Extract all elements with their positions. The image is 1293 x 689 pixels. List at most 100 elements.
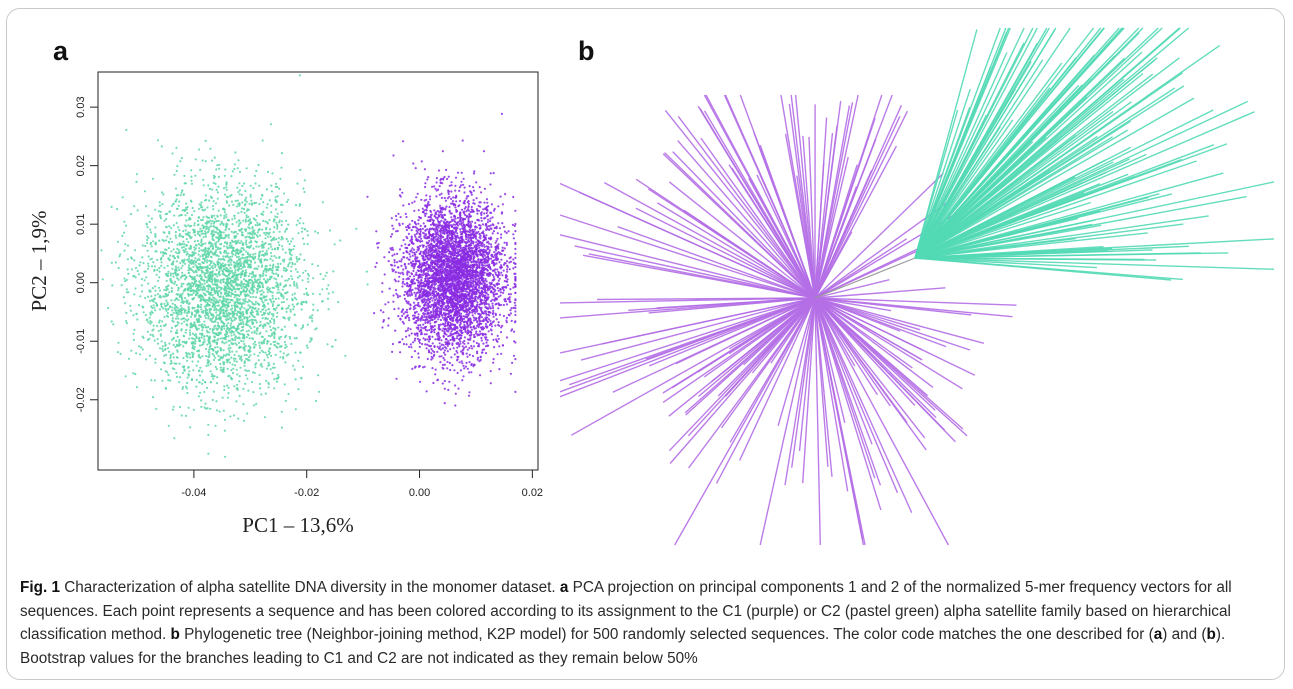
scatter-point-c2 xyxy=(202,178,205,181)
scatter-point-c2 xyxy=(210,222,213,225)
scatter-point-c2 xyxy=(237,239,240,242)
scatter-point-c2 xyxy=(234,364,237,367)
scatter-point-c2 xyxy=(147,214,150,217)
scatter-point-c2 xyxy=(306,323,309,326)
scatter-point-c2 xyxy=(188,267,191,270)
scatter-point-c2 xyxy=(258,344,261,347)
scatter-point-c2 xyxy=(154,289,157,292)
scatter-point-c2 xyxy=(262,219,265,222)
scatter-point-c2 xyxy=(232,253,235,256)
scatter-point-c2 xyxy=(248,259,251,262)
scatter-point-c2 xyxy=(266,340,269,343)
scatter-point-c2 xyxy=(132,372,135,375)
scatter-point-c2 xyxy=(241,318,244,321)
scatter-point-c2 xyxy=(186,319,189,322)
scatter-point-c2 xyxy=(251,306,254,309)
scatter-point-c2 xyxy=(273,255,276,258)
scatter-point-c2 xyxy=(201,311,204,314)
scatter-point-c2 xyxy=(181,264,184,267)
scatter-point-c2 xyxy=(181,309,184,312)
scatter-point-c2 xyxy=(220,220,223,223)
scatter-point-c2 xyxy=(119,253,122,256)
figure-frame xyxy=(6,8,1285,680)
scatter-point-c2 xyxy=(221,368,224,371)
scatter-point-c2 xyxy=(193,230,197,234)
scatter-point-c2 xyxy=(234,271,237,274)
scatter-point-c2 xyxy=(178,200,181,203)
scatter-point-c2 xyxy=(230,244,233,247)
scatter-point-c2 xyxy=(242,219,245,222)
scatter-point-c2 xyxy=(200,370,204,373)
scatter-point-c2 xyxy=(332,270,335,273)
scatter-point-c2 xyxy=(176,315,179,318)
scatter-point-c1 xyxy=(381,326,384,329)
scatter-point-c2 xyxy=(278,187,281,190)
scatter-point-c1 xyxy=(441,329,444,332)
scatter-point-c2 xyxy=(264,324,267,327)
scatter-point-c2 xyxy=(230,317,233,320)
scatter-point-c2 xyxy=(175,194,178,197)
scatter-point-c2 xyxy=(215,231,218,234)
scatter-point-c2 xyxy=(261,300,264,303)
scatter-point-c2 xyxy=(134,249,137,252)
scatter-point-c2 xyxy=(227,322,230,325)
scatter-point-c2 xyxy=(269,335,272,338)
scatter-point-c2 xyxy=(203,251,207,254)
scatter-point-c2 xyxy=(293,292,296,295)
scatter-point-c2 xyxy=(186,252,189,255)
scatter-point-c2 xyxy=(274,340,277,343)
scatter-point-c2 xyxy=(191,206,194,210)
scatter-point-c2 xyxy=(312,303,315,306)
scatter-point-c2 xyxy=(166,347,170,350)
scatter-point-c2 xyxy=(328,229,332,232)
scatter-point-c2 xyxy=(205,225,208,228)
scatter-point-c2 xyxy=(219,295,222,298)
scatter-point-c1 xyxy=(499,291,502,294)
scatter-point-c2 xyxy=(198,318,201,321)
scatter-point-c2 xyxy=(231,330,234,333)
scatter-point-c2 xyxy=(247,304,250,307)
scatter-point-c2 xyxy=(257,287,260,290)
scatter-point-c2 xyxy=(291,299,294,302)
scatter-point-c2 xyxy=(206,331,209,334)
scatter-point-c2 xyxy=(194,247,197,250)
scatter-point-c2 xyxy=(160,261,163,264)
scatter-point-c2 xyxy=(317,390,321,393)
scatter-point-c1 xyxy=(506,284,509,287)
scatter-point-c2 xyxy=(162,193,165,196)
scatter-point-c2 xyxy=(175,221,178,225)
scatter-point-c2 xyxy=(194,234,197,237)
scatter-point-c2 xyxy=(122,231,126,234)
scatter-point-c2 xyxy=(154,361,157,364)
scatter-point-c2 xyxy=(214,424,217,427)
scatter-point-c2 xyxy=(249,350,252,353)
scatter-point-c2 xyxy=(269,235,272,238)
scatter-point-c2 xyxy=(116,240,120,243)
scatter-point-c1 xyxy=(514,252,517,255)
scatter-point-c2 xyxy=(226,313,229,316)
scatter-point-c2 xyxy=(196,219,200,223)
scatter-point-c2 xyxy=(270,184,273,187)
scatter-point-c2 xyxy=(247,369,251,372)
scatter-point-c1 xyxy=(417,356,420,359)
scatter-point-c2 xyxy=(270,204,273,207)
scatter-point-c2 xyxy=(276,304,279,307)
scatter-point-c2 xyxy=(160,328,163,331)
scatter-point-c2 xyxy=(275,221,278,224)
scatter-point-c2 xyxy=(158,321,161,324)
scatter-point-c2 xyxy=(300,327,303,330)
scatter-point-c2 xyxy=(184,233,187,236)
scatter-point-c2 xyxy=(254,296,258,299)
scatter-point-c2 xyxy=(110,320,113,323)
scatter-point-c1 xyxy=(511,223,514,226)
scatter-point-c2 xyxy=(254,252,257,255)
scatter-point-c2 xyxy=(222,223,225,226)
scatter-point-c2 xyxy=(203,279,206,282)
scatter-point-c2 xyxy=(227,347,230,350)
scatter-point-c2 xyxy=(198,268,201,271)
scatter-point-c1 xyxy=(496,353,499,356)
scatter-point-c2 xyxy=(209,294,213,297)
scatter-point-c2 xyxy=(188,274,191,278)
scatter-point-c2 xyxy=(261,317,264,320)
